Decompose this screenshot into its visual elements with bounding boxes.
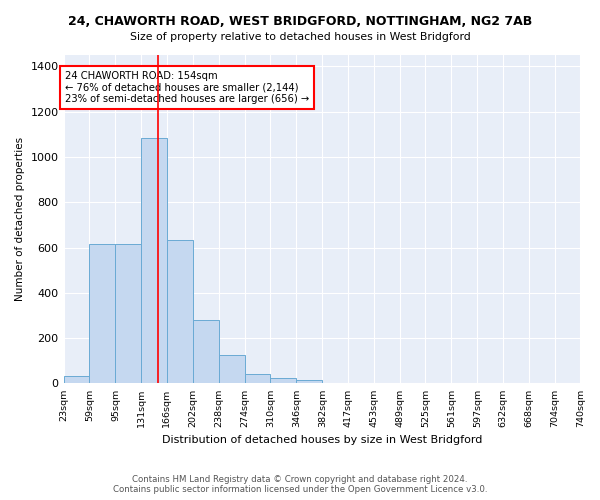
Bar — [218, 355, 245, 384]
Bar — [142, 138, 167, 384]
Text: 24, CHAWORTH ROAD, WEST BRIDGFORD, NOTTINGHAM, NG2 7AB: 24, CHAWORTH ROAD, WEST BRIDGFORD, NOTTI… — [68, 15, 532, 28]
Bar — [167, 240, 193, 384]
Text: Contains HM Land Registry data © Crown copyright and database right 2024.: Contains HM Land Registry data © Crown c… — [132, 475, 468, 484]
Bar — [115, 244, 142, 384]
Y-axis label: Number of detached properties: Number of detached properties — [15, 137, 25, 302]
Bar — [245, 374, 271, 384]
Bar — [271, 378, 296, 384]
Bar — [89, 244, 115, 384]
Text: Contains public sector information licensed under the Open Government Licence v3: Contains public sector information licen… — [113, 485, 487, 494]
Text: 24 CHAWORTH ROAD: 154sqm
← 76% of detached houses are smaller (2,144)
23% of sem: 24 CHAWORTH ROAD: 154sqm ← 76% of detach… — [65, 71, 309, 104]
Bar — [64, 376, 89, 384]
Bar — [193, 320, 218, 384]
Bar — [296, 380, 322, 384]
Text: Size of property relative to detached houses in West Bridgford: Size of property relative to detached ho… — [130, 32, 470, 42]
X-axis label: Distribution of detached houses by size in West Bridgford: Distribution of detached houses by size … — [162, 435, 482, 445]
